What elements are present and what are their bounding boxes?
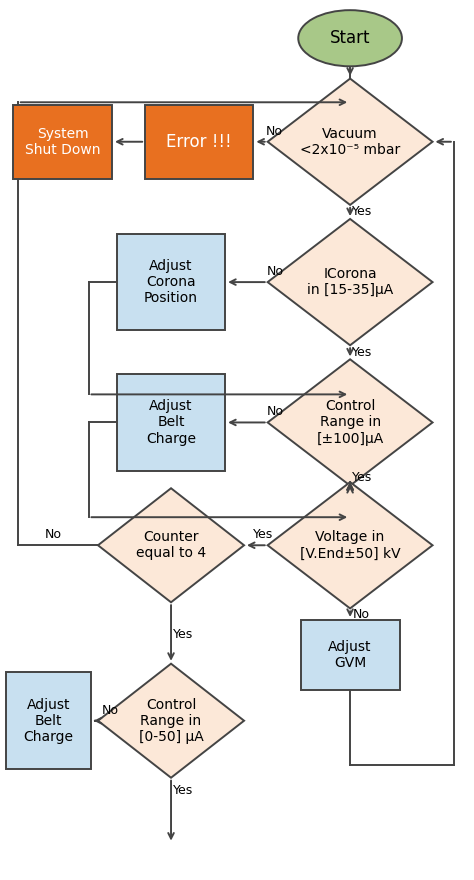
FancyBboxPatch shape — [301, 620, 400, 690]
Text: Vacuum
<2x10⁻⁵ mbar: Vacuum <2x10⁻⁵ mbar — [300, 127, 400, 157]
Text: Adjust
GVM: Adjust GVM — [328, 640, 372, 670]
FancyBboxPatch shape — [117, 374, 225, 471]
Polygon shape — [268, 78, 433, 205]
Text: No: No — [267, 406, 284, 418]
FancyBboxPatch shape — [6, 672, 91, 769]
Text: Control
Range in
[0-50] μA: Control Range in [0-50] μA — [139, 698, 203, 744]
Text: Voltage in
[V.End±50] kV: Voltage in [V.End±50] kV — [300, 530, 401, 561]
Ellipse shape — [298, 11, 402, 66]
Text: Counter
equal to 4: Counter equal to 4 — [136, 530, 206, 561]
Text: No: No — [353, 608, 369, 621]
Text: No: No — [267, 265, 284, 278]
Polygon shape — [268, 359, 433, 486]
Text: Yes: Yes — [173, 784, 193, 797]
Text: System
Shut Down: System Shut Down — [25, 127, 100, 157]
Text: Yes: Yes — [352, 471, 372, 484]
FancyBboxPatch shape — [145, 105, 254, 179]
Text: Yes: Yes — [173, 628, 193, 642]
Text: Control
Range in
[±100]μA: Control Range in [±100]μA — [317, 400, 384, 445]
FancyBboxPatch shape — [117, 234, 225, 330]
Text: Adjust
Corona
Position: Adjust Corona Position — [144, 259, 198, 305]
Polygon shape — [98, 488, 244, 602]
Text: Start: Start — [330, 29, 370, 48]
Text: No: No — [266, 125, 283, 137]
Text: No: No — [101, 704, 118, 716]
Text: Adjust
Belt
Charge: Adjust Belt Charge — [24, 698, 73, 744]
Text: Adjust
Belt
Charge: Adjust Belt Charge — [146, 400, 196, 445]
Polygon shape — [98, 664, 244, 778]
Text: No: No — [45, 528, 62, 541]
Polygon shape — [268, 482, 433, 608]
Text: Error !!!: Error !!! — [166, 133, 232, 150]
Text: Yes: Yes — [253, 528, 273, 541]
Text: Yes: Yes — [352, 205, 372, 218]
Text: Yes: Yes — [352, 346, 372, 359]
Text: ICorona
in [15-35]μA: ICorona in [15-35]μA — [307, 267, 393, 297]
FancyBboxPatch shape — [13, 105, 112, 179]
Polygon shape — [268, 219, 433, 345]
